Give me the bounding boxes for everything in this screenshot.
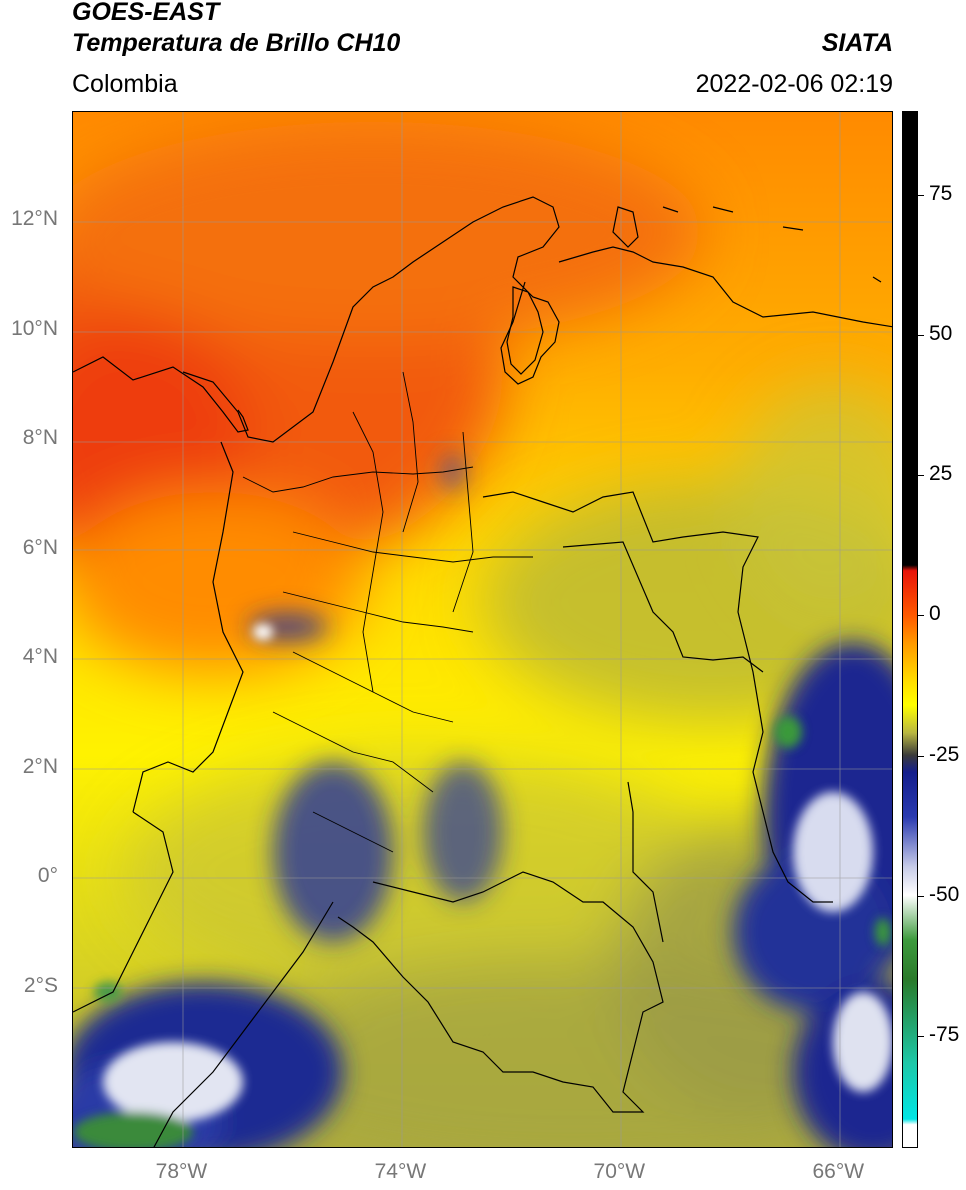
colorbar-gradient [903,112,917,1147]
agency-label: SIATA [821,29,893,57]
colorbar-tick [918,1035,924,1037]
colorbar-tick-label: 25 [929,462,953,486]
map-canvas [73,112,892,1147]
latitude-label: 0° [37,864,58,888]
panama-north-coast [182,196,560,443]
colorbar-tick [918,755,924,757]
longitude-label: 70°W [593,1160,646,1183]
latitude-label: 8°N [22,426,58,450]
latitude-label: 2°S [23,973,58,997]
colorbar-tick-label: -75 [929,1022,960,1046]
warm-region [73,122,703,672]
caribbean-islands [612,206,882,283]
colorbar-tick [918,195,924,197]
latitude-label: 10°N [11,316,58,340]
colorbar-tick-label: -25 [929,742,960,766]
latitude-label: 12°N [11,207,58,231]
amazon-border [153,901,334,1147]
colombia-south-border [337,871,664,1113]
coastlines-and-borders [73,196,892,1147]
maracaibo-lake [506,286,544,375]
region-label: Colombia [72,70,178,98]
colorbar-tick [918,895,924,897]
pacific-coast-colombia [132,441,244,813]
colorbar-tick [918,475,924,477]
longitude-label: 66°W [812,1160,865,1183]
colorbar-tick-label: 0 [929,602,941,626]
cold-cloud-tops [73,624,892,1147]
timestamp-label: 2022-02-06 02:19 [695,70,893,98]
colorbar-tick [918,615,924,617]
longitude-label: 78°W [155,1160,208,1183]
latitude-label: 2°N [22,754,58,778]
satellite-title: GOES-EAST [72,0,220,26]
colorbar-tick [918,335,924,337]
brazil-border [627,781,664,943]
colorbar-tick-label: -50 [929,882,960,906]
colorbar-tick-label: 50 [929,322,953,346]
department-borders [242,371,533,853]
product-title: Temperatura de Brillo CH10 [72,29,401,57]
latitude-label: 6°N [22,535,58,559]
orinoco-border [562,541,764,673]
latitude-label: 4°N [22,645,58,669]
colombia-east-border [482,491,833,903]
longitude-label: 74°W [374,1160,427,1183]
ecuador-peru-coast [73,811,174,1013]
colorbar [902,111,918,1148]
central-america-coast [73,356,249,433]
satellite-map[interactable] [72,111,893,1148]
colorbar-tick-label: 75 [929,182,953,206]
venezuela-coast [558,246,892,328]
